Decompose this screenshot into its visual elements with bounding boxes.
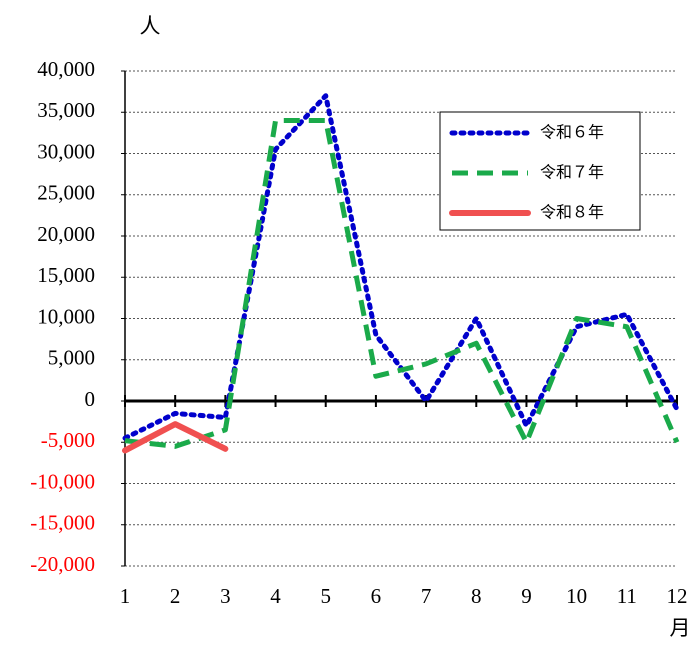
y-tick-label: -15,000 xyxy=(30,511,95,535)
x-tick-label: 9 xyxy=(521,584,532,608)
series-line xyxy=(124,118,680,449)
x-tick-label: 8 xyxy=(471,584,482,608)
series-line xyxy=(122,421,229,454)
y-tick-label: 25,000 xyxy=(37,181,95,205)
x-tick-label: 1 xyxy=(120,584,131,608)
legend-label: 令和６年 xyxy=(540,123,604,142)
x-tick-label: 12 xyxy=(667,584,688,608)
legend-label: 令和８年 xyxy=(540,203,604,222)
y-tick-label: 20,000 xyxy=(37,222,95,246)
x-tick-label: 10 xyxy=(566,584,587,608)
y-tick-label: 35,000 xyxy=(37,98,95,122)
x-tick-label: 4 xyxy=(270,584,281,608)
x-tick-label: 6 xyxy=(371,584,382,608)
x-tick-label: 11 xyxy=(617,584,637,608)
y-tick-label: -10,000 xyxy=(30,469,95,493)
y-tick-label: -20,000 xyxy=(30,552,95,576)
legend-label: 令和７年 xyxy=(540,163,604,182)
x-tick-label: 7 xyxy=(421,584,432,608)
x-tick-label: 5 xyxy=(320,584,331,608)
y-axis-label: 人 xyxy=(140,14,161,38)
y-tick-label: 5,000 xyxy=(48,346,95,370)
x-tick-label: 2 xyxy=(170,584,181,608)
y-tick-label: 10,000 xyxy=(37,304,95,328)
y-tick-label: 0 xyxy=(85,387,96,411)
y-tick-label: 15,000 xyxy=(37,263,95,287)
x-axis-label: 月 xyxy=(670,616,691,640)
y-tick-label: 40,000 xyxy=(37,57,95,81)
y-tick-label: -5,000 xyxy=(41,428,95,452)
x-tick-label: 3 xyxy=(220,584,231,608)
y-tick-label: 30,000 xyxy=(37,139,95,163)
